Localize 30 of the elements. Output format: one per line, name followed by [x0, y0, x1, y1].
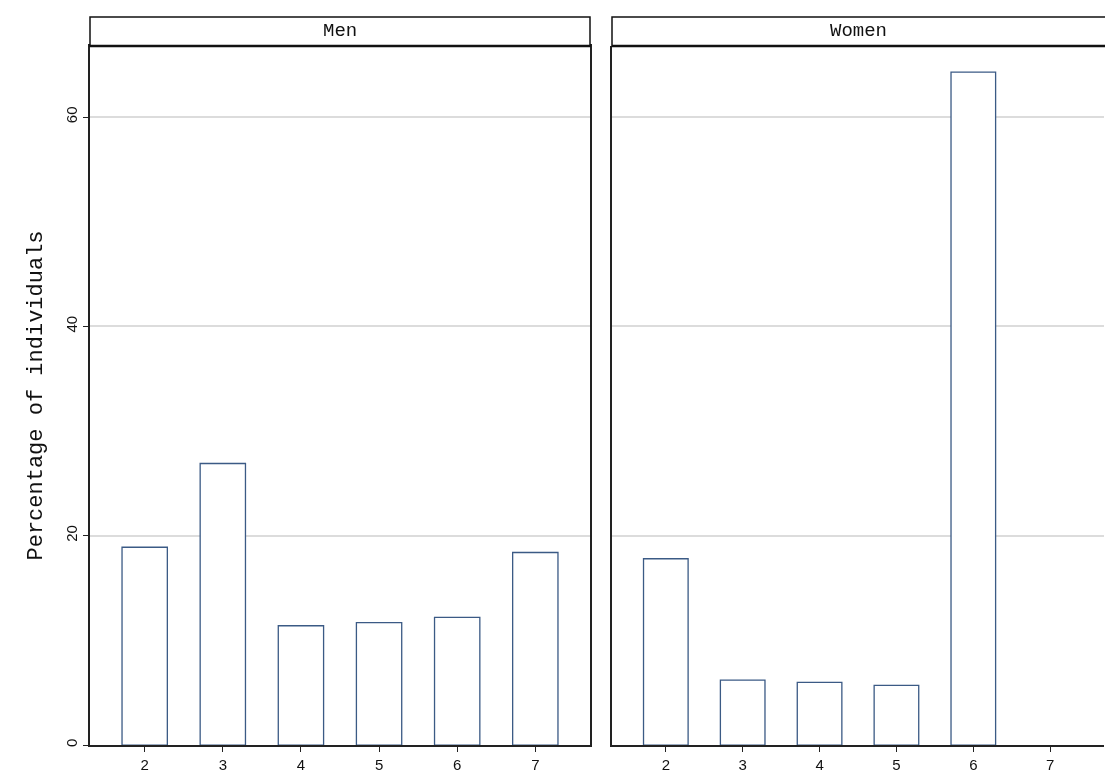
bar	[512, 551, 559, 746]
x-tick-label: 6	[453, 756, 462, 774]
bar	[121, 546, 168, 746]
x-tick-label: 6	[969, 756, 978, 774]
bar	[277, 625, 325, 746]
bar	[642, 558, 689, 746]
chart-title: Men	[323, 20, 358, 42]
y-tick-label: 0	[63, 738, 80, 747]
y-axis-title: Percentage of individuals	[24, 230, 50, 561]
y-tick-label: 60	[63, 106, 80, 124]
bar	[950, 71, 997, 746]
bar	[433, 616, 481, 746]
bar	[719, 679, 766, 746]
chart-title: Women	[830, 20, 888, 42]
x-tick-label: 3	[218, 756, 227, 774]
x-tick-label: 3	[738, 756, 747, 774]
x-tick-label: 2	[140, 756, 149, 774]
x-tick-label: 7	[531, 756, 540, 774]
x-tick-label: 7	[1046, 756, 1055, 774]
x-tick-label: 2	[661, 756, 670, 774]
x-tick-label: 4	[815, 756, 824, 774]
bar	[796, 681, 843, 746]
bar	[355, 621, 403, 746]
x-tick-label: 5	[892, 756, 901, 774]
y-tick-label: 40	[63, 315, 80, 333]
x-tick-label: 5	[374, 756, 384, 774]
bar	[873, 684, 920, 746]
y-tick-label: 20	[63, 525, 80, 542]
bar	[199, 462, 247, 746]
x-tick-label: 4	[296, 756, 306, 774]
